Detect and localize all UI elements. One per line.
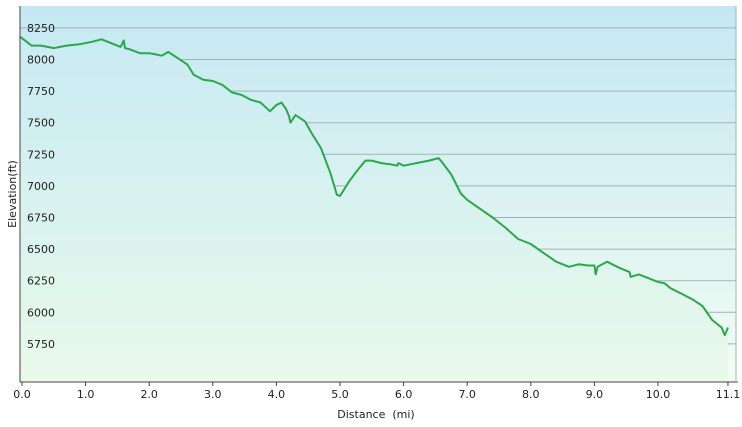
y-tick-label: 6750 — [27, 212, 55, 225]
x-tick-label: 3.0 — [204, 388, 222, 401]
x-tick-label: 6.0 — [395, 388, 413, 401]
y-tick-label: 7750 — [27, 85, 55, 98]
x-tick-label: 9.0 — [586, 388, 604, 401]
elevation-line — [19, 35, 729, 337]
y-axis-tick-labels: 8250 8000 7750 7500 7250 7000 6750 6500 6250 6000… — [27, 22, 55, 351]
y-tick-label: 6500 — [27, 243, 55, 256]
x-tick-label: 10.0 — [646, 388, 671, 401]
x-tick-label: 5.0 — [331, 388, 349, 401]
y-tick-label: 7000 — [27, 180, 55, 193]
y-tick-label: 7250 — [27, 148, 55, 161]
x-tick-label: 1.0 — [77, 388, 95, 401]
y-tick-label: 5750 — [27, 338, 55, 351]
x-axis-title: Distance (mi) — [337, 408, 414, 421]
x-tick-label: 11.1 — [716, 388, 741, 401]
x-tick-label: 2.0 — [140, 388, 158, 401]
y-tick-label: 8000 — [27, 54, 55, 67]
y-tick-label: 6250 — [27, 275, 55, 288]
axes — [19, 6, 738, 386]
x-tick-label: 0.0 — [13, 388, 31, 401]
y-tick-label: 7500 — [27, 117, 55, 130]
x-tick-label: 4.0 — [268, 388, 286, 401]
x-axis-tick-labels: 0.0 1.0 2.0 3.0 4.0 5.0 6.0 7.0 8.0 9.0 10.0 11.1 — [13, 388, 740, 401]
x-tick-label: 7.0 — [458, 388, 476, 401]
y-axis-title: Elevation(ft) — [6, 160, 19, 228]
x-tick-label: 8.0 — [522, 388, 540, 401]
elevation-area — [20, 36, 728, 382]
y-tick-label: 6000 — [27, 306, 55, 319]
y-tick-label: 8250 — [27, 22, 55, 35]
